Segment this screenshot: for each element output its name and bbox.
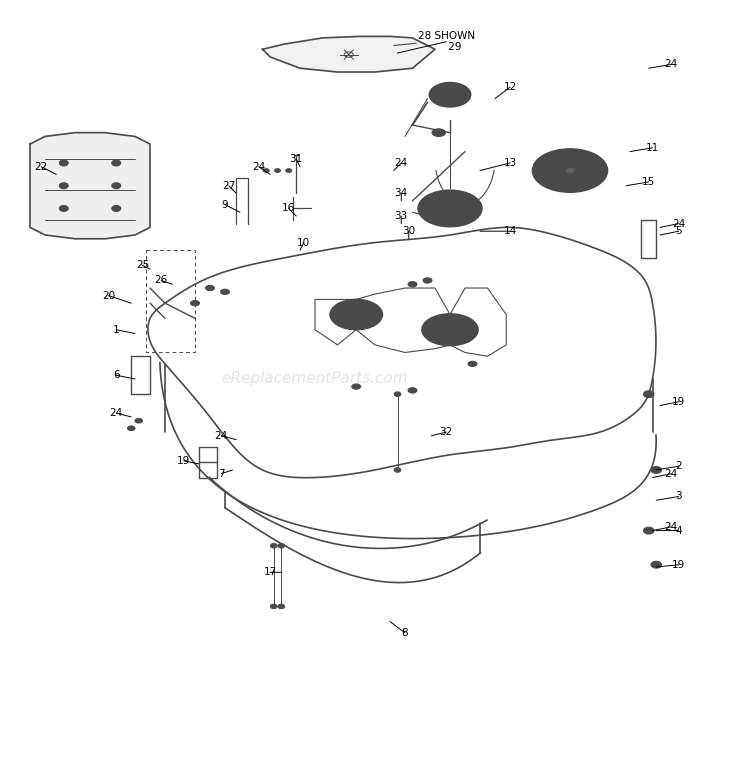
Text: 15: 15 xyxy=(642,177,656,187)
Ellipse shape xyxy=(419,190,482,227)
Text: 27: 27 xyxy=(222,180,236,191)
Text: 24: 24 xyxy=(252,161,266,172)
Ellipse shape xyxy=(59,205,68,211)
Ellipse shape xyxy=(128,426,135,431)
Ellipse shape xyxy=(560,164,580,177)
Polygon shape xyxy=(262,36,435,72)
Text: 24: 24 xyxy=(664,468,678,479)
Ellipse shape xyxy=(278,604,285,609)
Text: 2: 2 xyxy=(676,461,682,471)
Ellipse shape xyxy=(644,528,654,534)
Ellipse shape xyxy=(532,149,608,192)
Ellipse shape xyxy=(286,169,292,172)
Text: 24: 24 xyxy=(394,158,408,168)
Ellipse shape xyxy=(263,169,269,172)
Ellipse shape xyxy=(112,160,121,166)
Text: 24: 24 xyxy=(664,59,678,70)
Ellipse shape xyxy=(59,160,68,166)
Text: 17: 17 xyxy=(263,567,277,578)
Text: 28 SHOWN
     29: 28 SHOWN 29 xyxy=(418,31,475,52)
Text: 30: 30 xyxy=(402,226,416,236)
Text: 24: 24 xyxy=(672,218,686,229)
Text: 12: 12 xyxy=(503,82,517,92)
Ellipse shape xyxy=(422,314,478,346)
Text: 11: 11 xyxy=(646,143,659,153)
Text: 24: 24 xyxy=(664,522,678,532)
Text: 19: 19 xyxy=(672,396,686,407)
Ellipse shape xyxy=(566,168,574,173)
Ellipse shape xyxy=(408,281,417,287)
Ellipse shape xyxy=(220,289,230,295)
Ellipse shape xyxy=(270,604,278,609)
Text: 14: 14 xyxy=(503,226,517,236)
Ellipse shape xyxy=(544,155,596,186)
Ellipse shape xyxy=(135,418,142,423)
Text: eReplacementParts.com: eReplacementParts.com xyxy=(222,371,408,387)
Text: 24: 24 xyxy=(214,431,228,441)
Ellipse shape xyxy=(112,183,121,189)
Ellipse shape xyxy=(432,129,445,136)
Ellipse shape xyxy=(330,299,382,330)
Ellipse shape xyxy=(423,277,432,283)
Ellipse shape xyxy=(394,392,400,396)
Text: 13: 13 xyxy=(503,158,517,168)
Text: 1: 1 xyxy=(113,324,119,335)
Text: 20: 20 xyxy=(102,290,116,301)
Text: 8: 8 xyxy=(402,628,408,638)
Text: 31: 31 xyxy=(290,154,303,164)
Text: 6: 6 xyxy=(113,370,119,381)
Text: 19: 19 xyxy=(672,559,686,570)
Ellipse shape xyxy=(394,468,400,472)
Ellipse shape xyxy=(429,83,471,107)
Text: 3: 3 xyxy=(676,491,682,502)
Ellipse shape xyxy=(352,384,361,390)
Text: 24: 24 xyxy=(110,408,123,418)
Text: 26: 26 xyxy=(154,275,168,286)
Ellipse shape xyxy=(190,300,200,306)
Ellipse shape xyxy=(644,391,654,398)
Text: 32: 32 xyxy=(440,427,453,437)
Ellipse shape xyxy=(278,543,285,548)
Ellipse shape xyxy=(429,197,471,220)
Text: 22: 22 xyxy=(34,161,48,172)
Text: 4: 4 xyxy=(676,525,682,536)
Ellipse shape xyxy=(651,561,662,568)
Ellipse shape xyxy=(651,466,662,473)
Ellipse shape xyxy=(270,543,278,548)
Ellipse shape xyxy=(59,183,68,189)
Text: 16: 16 xyxy=(282,203,296,214)
Ellipse shape xyxy=(112,205,121,211)
Ellipse shape xyxy=(442,205,458,213)
Ellipse shape xyxy=(274,169,280,172)
Polygon shape xyxy=(30,133,150,239)
Ellipse shape xyxy=(408,388,417,393)
Text: 25: 25 xyxy=(136,260,149,271)
Ellipse shape xyxy=(468,361,477,367)
Text: 5: 5 xyxy=(676,226,682,236)
Text: 9: 9 xyxy=(222,199,228,210)
Text: 19: 19 xyxy=(177,456,190,466)
Text: 7: 7 xyxy=(218,468,224,479)
Text: 33: 33 xyxy=(394,211,408,221)
Text: 10: 10 xyxy=(297,237,310,248)
Text: 34: 34 xyxy=(394,188,408,199)
Ellipse shape xyxy=(206,286,214,291)
